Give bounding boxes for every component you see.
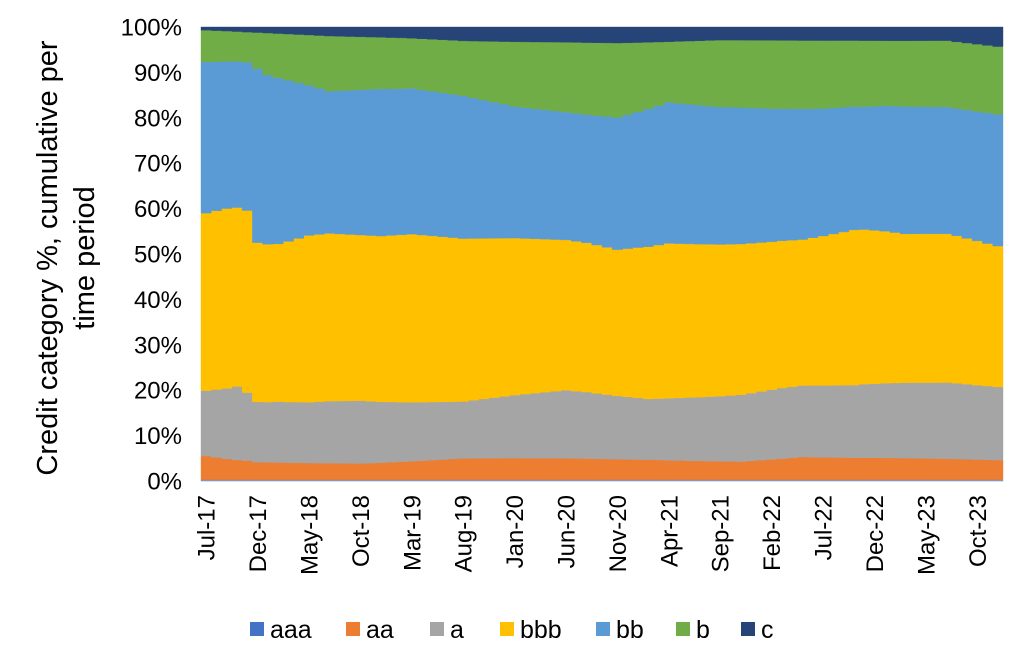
y-tick-label: 100% [121,15,182,42]
y-tick-label: 20% [134,378,182,405]
legend-swatch-c [741,622,755,636]
y-axis-title-line-2: time period [69,186,101,329]
legend-swatch-aa [346,622,360,636]
x-tick-label: Jun-20 [554,495,581,568]
x-tick-label: May-23 [913,495,940,575]
x-tick-label: Oct-23 [965,495,992,567]
y-tick-label: 70% [134,151,182,178]
x-tick-label: Jul-17 [194,495,221,560]
plot-area [200,26,1004,482]
legend-label-bbb: bbb [520,616,562,644]
legend-swatch-aaa [250,622,264,636]
axes: 0% 10% 20% 30% 40% 50% 60% 70% 80% 90% 100% Jul-17 D… [121,15,1003,575]
x-tick-label: Dec-17 [245,495,272,572]
x-tick-label: Apr-21 [656,495,683,567]
y-tick-label: 10% [134,423,182,450]
y-tick-label: 40% [134,287,182,314]
y-axis-title-line-1: Credit category %, cumulative per [32,40,64,476]
y-tick-label: 90% [134,60,182,87]
y-tick-label: 0% [147,469,182,496]
legend-swatch-b [676,622,690,636]
legend-label-aa: aa [366,616,394,644]
y-tick-label: 60% [134,196,182,223]
legend-label-bb: bb [616,616,644,644]
legend-label-c: c [761,616,774,644]
legend-label-aaa: aaa [270,616,312,644]
y-tick-label: 80% [134,105,182,132]
y-tick-label: 50% [134,242,182,269]
x-tick-label: Aug-19 [451,495,478,572]
x-tick-label: May-18 [297,495,324,575]
area-series-c [200,26,1004,47]
legend-label-a: a [450,616,464,644]
x-tick-label: Nov-20 [605,495,632,572]
legend-swatch-a [430,622,444,636]
legend-swatch-bbb [500,622,514,636]
x-tick-label: Jan-20 [502,495,529,568]
x-tick-label: Dec-22 [862,495,889,572]
legend-label-b: b [696,616,710,644]
x-tick-label: Feb-22 [759,495,786,571]
legend-swatch-bb [596,622,610,636]
x-tick-label: Jul-22 [811,495,838,560]
y-tick-label: 30% [134,332,182,359]
x-tick-label: Sep-21 [708,495,735,572]
legend: aaa aa a bbb bb b c [250,616,774,644]
x-tick-label: Oct-18 [348,495,375,567]
x-tick-label: Mar-19 [399,495,426,571]
